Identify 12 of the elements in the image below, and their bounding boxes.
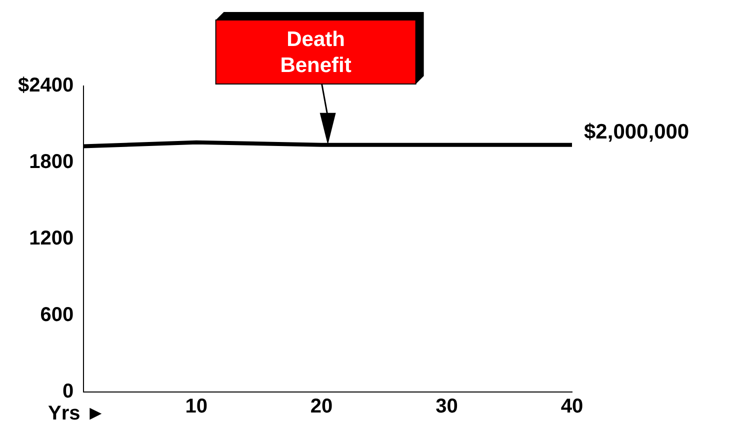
x-axis-title: Yrs ►	[48, 402, 106, 425]
y-tick-label: $2400	[18, 74, 74, 97]
y-tick-label: 1200	[29, 228, 74, 250]
text: Death Benefit	[280, 28, 352, 77]
annotation: $2,000,000	[584, 120, 690, 144]
x-tick-label: 40	[560, 396, 584, 418]
x-tick-label: 10	[185, 396, 208, 418]
x-tick-label: 30	[436, 396, 458, 418]
y-tick-label: 0	[62, 380, 74, 403]
y-tick-label: 1800	[29, 151, 74, 174]
y-tick-label: 600	[40, 304, 74, 326]
x-tick-label: 20	[310, 396, 333, 418]
